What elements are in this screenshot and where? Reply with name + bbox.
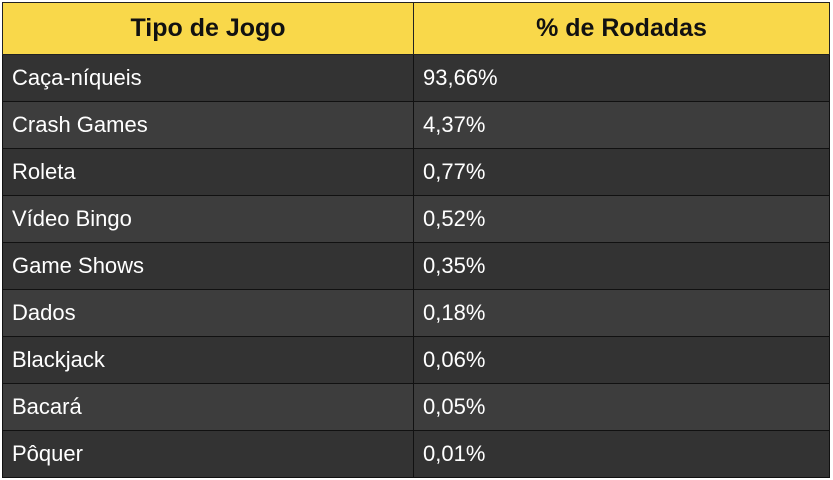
game-type-cell: Dados — [2, 289, 414, 337]
rounds-percent-cell: 0,01% — [413, 430, 830, 478]
game-type-cell: Roleta — [2, 148, 414, 196]
rounds-percent-cell: 93,66% — [413, 54, 830, 102]
rounds-percent-cell: 0,35% — [413, 242, 830, 290]
table-row: Caça-níqueis 93,66% — [2, 54, 830, 102]
table-row: Crash Games 4,37% — [2, 101, 830, 149]
rounds-percent-cell: 0,77% — [413, 148, 830, 196]
rounds-percent-cell: 4,37% — [413, 101, 830, 149]
game-type-cell: Crash Games — [2, 101, 414, 149]
table-row: Pôquer 0,01% — [2, 430, 830, 478]
game-type-cell: Caça-níqueis — [2, 54, 414, 102]
table-row: Game Shows 0,35% — [2, 242, 830, 290]
rounds-percent-cell: 0,06% — [413, 336, 830, 384]
header-rounds-percent: % de Rodadas — [413, 2, 830, 55]
game-type-cell: Blackjack — [2, 336, 414, 384]
game-type-cell: Vídeo Bingo — [2, 195, 414, 243]
header-game-type: Tipo de Jogo — [2, 2, 414, 55]
header-row: Tipo de Jogo % de Rodadas — [2, 2, 830, 55]
table-row: Blackjack 0,06% — [2, 336, 830, 384]
rounds-percent-cell: 0,05% — [413, 383, 830, 431]
game-type-cell: Pôquer — [2, 430, 414, 478]
table-row: Dados 0,18% — [2, 289, 830, 337]
rounds-percent-cell: 0,18% — [413, 289, 830, 337]
table-row: Vídeo Bingo 0,52% — [2, 195, 830, 243]
game-type-cell: Game Shows — [2, 242, 414, 290]
rounds-percent-cell: 0,52% — [413, 195, 830, 243]
table-row: Roleta 0,77% — [2, 148, 830, 196]
table-row: Bacará 0,05% — [2, 383, 830, 431]
game-type-cell: Bacará — [2, 383, 414, 431]
